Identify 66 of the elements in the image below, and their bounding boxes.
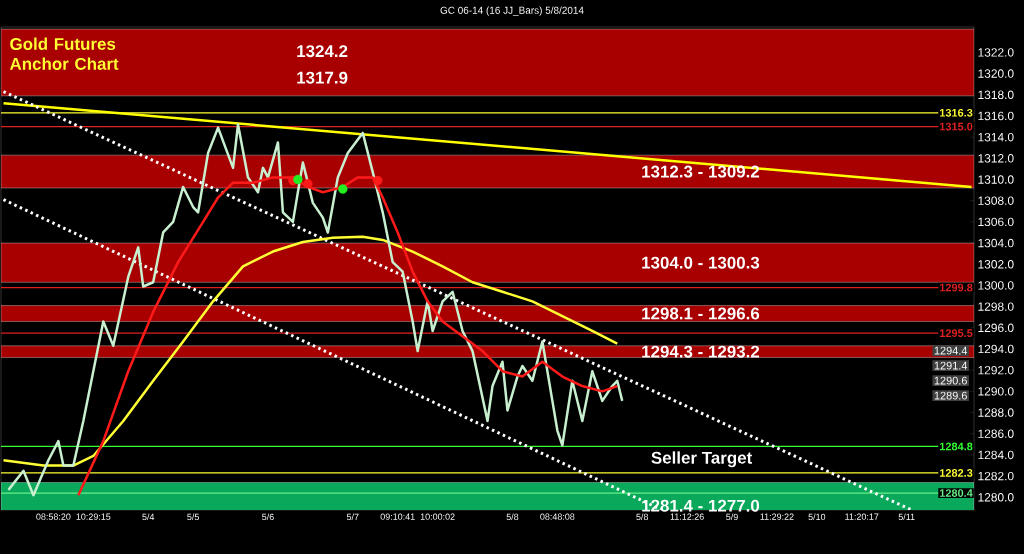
x-tick-label: 11:29:22 bbox=[760, 513, 794, 520]
ref-line-label: 1280.4 bbox=[939, 489, 973, 497]
y-tick-label: 1280.0 bbox=[978, 493, 1014, 502]
x-tick-label: 08:58:20 bbox=[36, 513, 71, 520]
x-tick-label: 5/11 bbox=[898, 513, 915, 521]
y-tick-label: 1318.0 bbox=[978, 90, 1014, 100]
ref-line-label: 1282.3 bbox=[939, 469, 973, 477]
y-tick-label: 1306.0 bbox=[978, 217, 1014, 227]
band-label: 1312.3 - 1309.2 bbox=[642, 165, 760, 178]
band-label: 1304.0 - 1300.3 bbox=[642, 256, 760, 269]
x-tick-label: 5/8 bbox=[506, 513, 519, 521]
y-tick-label: 1294.0 bbox=[978, 344, 1014, 354]
y-tick-label: 1302.0 bbox=[978, 260, 1014, 269]
text: Gold Futures Anchor Chart bbox=[9, 37, 119, 70]
ref-line-label: 1316.3 bbox=[939, 108, 973, 117]
line-series bbox=[2, 235, 619, 467]
band-label: 1298.1 - 1296.6 bbox=[642, 307, 760, 320]
point bbox=[373, 175, 383, 186]
y-tick-label: 1288.0 bbox=[978, 408, 1014, 417]
chart-title: GC 06-14 (16 JJ_Bars) 5/8/2014 bbox=[440, 6, 584, 16]
annotation: 1324.2 bbox=[297, 45, 348, 58]
x-tick-label: 5/7 bbox=[346, 513, 359, 521]
annotation: Seller Target bbox=[651, 451, 753, 468]
y-tick-label: 1286.0 bbox=[978, 429, 1014, 438]
x-tick-label: 11:20:17 bbox=[845, 513, 879, 520]
y-tick-label: 1322.0 bbox=[978, 48, 1014, 57]
point bbox=[338, 184, 348, 194]
x-tick-label: 10:29:15 bbox=[76, 513, 111, 520]
x-tick-label: 5/10 bbox=[808, 513, 826, 521]
y-tick-label: 1298.0 bbox=[978, 302, 1014, 311]
annotation: 1294.4 bbox=[934, 346, 968, 355]
x-tick-label: 5/8 bbox=[636, 513, 649, 521]
annotation: 1317.9 bbox=[297, 71, 348, 84]
y-tick-label: 1292.0 bbox=[978, 365, 1014, 375]
ref-line-label: 1315.0 bbox=[939, 122, 973, 131]
x-tick-label: 5/5 bbox=[187, 513, 199, 521]
x-tick-label: 11:12:26 bbox=[670, 513, 704, 520]
x-tick-label: 5/6 bbox=[262, 513, 274, 521]
y-tick-label: 1300.0 bbox=[978, 281, 1014, 290]
ref-line-label: 1295.5 bbox=[939, 329, 973, 337]
x-tick-label: 5/4 bbox=[142, 513, 155, 521]
y-tick-label: 1320.0 bbox=[978, 69, 1014, 78]
line-series bbox=[7, 123, 624, 497]
x-tick-label: 5/9 bbox=[726, 513, 738, 521]
annotation: 1291.4 bbox=[934, 361, 968, 370]
y-tick-label: 1314.0 bbox=[978, 132, 1014, 142]
y-tick-label: 1310.0 bbox=[978, 175, 1014, 184]
y-tick-label: 1308.0 bbox=[978, 196, 1014, 205]
annotation: 1289.6 bbox=[934, 391, 967, 400]
y-tick-label: 1282.0 bbox=[978, 471, 1014, 481]
y-tick-label: 1284.0 bbox=[978, 450, 1014, 460]
point bbox=[293, 174, 303, 185]
y-tick-label: 1312.0 bbox=[978, 154, 1014, 163]
x-tick-label: 10:00:02 bbox=[420, 513, 455, 520]
ref-line-label: 1299.8 bbox=[939, 283, 973, 292]
y-tick-label: 1290.0 bbox=[978, 387, 1014, 396]
annotation: 1290.6 bbox=[934, 376, 967, 385]
y-tick-label: 1304.0 bbox=[978, 238, 1014, 248]
x-tick-label: 08:48:08 bbox=[540, 513, 575, 520]
band-label: 1294.3 - 1293.2 bbox=[642, 345, 760, 358]
y-tick-label: 1296.0 bbox=[978, 323, 1014, 333]
ref-line-label: 1284.8 bbox=[939, 442, 973, 451]
point bbox=[303, 179, 313, 189]
y-tick-label: 1316.0 bbox=[978, 111, 1014, 121]
line-series bbox=[77, 176, 619, 497]
x-tick-label: 09:10:41 bbox=[380, 513, 415, 520]
